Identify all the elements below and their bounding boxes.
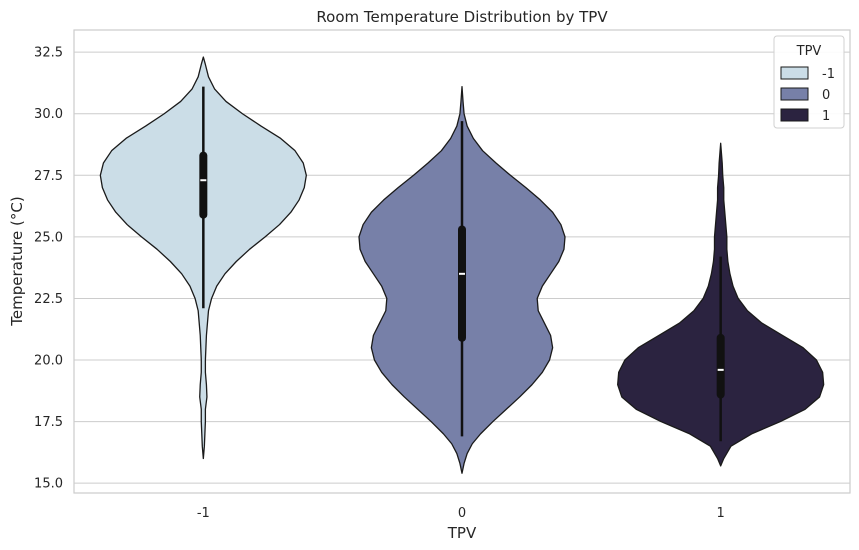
- x-tick-label: 0: [458, 506, 466, 521]
- legend: TPV -1 0 1: [773, 35, 845, 129]
- legend-label: -1: [822, 67, 835, 82]
- legend-title: TPV: [796, 44, 822, 59]
- legend-frame: [773, 35, 845, 129]
- y-tick-label: 30.0: [34, 107, 63, 122]
- legend-swatch: [780, 66, 809, 80]
- x-tick-label: 1: [717, 506, 725, 521]
- y-tick-label: 17.5: [34, 415, 63, 430]
- y-tick-label: 32.5: [34, 46, 63, 61]
- legend-entries: -1 0 1: [780, 66, 835, 124]
- chart-title: Room Temperature Distribution by TPV: [316, 8, 608, 26]
- legend-swatch: [780, 87, 809, 101]
- legend-label: 0: [822, 88, 830, 103]
- legend-label: 1: [822, 109, 830, 124]
- violins: [99, 56, 825, 474]
- y-tick-label: 22.5: [34, 292, 63, 307]
- legend-swatch: [780, 108, 809, 122]
- y-tick-label: 15.0: [34, 477, 63, 492]
- y-tick-label: 25.0: [34, 230, 63, 245]
- y-axis-label: Temperature (°C): [8, 196, 26, 326]
- x-tick-label: -1: [197, 506, 210, 521]
- y-tick-label: 20.0: [34, 354, 63, 369]
- y-tick-label: 27.5: [34, 169, 63, 184]
- plot-frame: [73, 29, 851, 494]
- x-axis-label: TPV: [447, 524, 477, 542]
- axes: 15.0 17.5 20.0 22.5 25.0 27.5 30.0 32.5 -1 0 1: [34, 29, 851, 521]
